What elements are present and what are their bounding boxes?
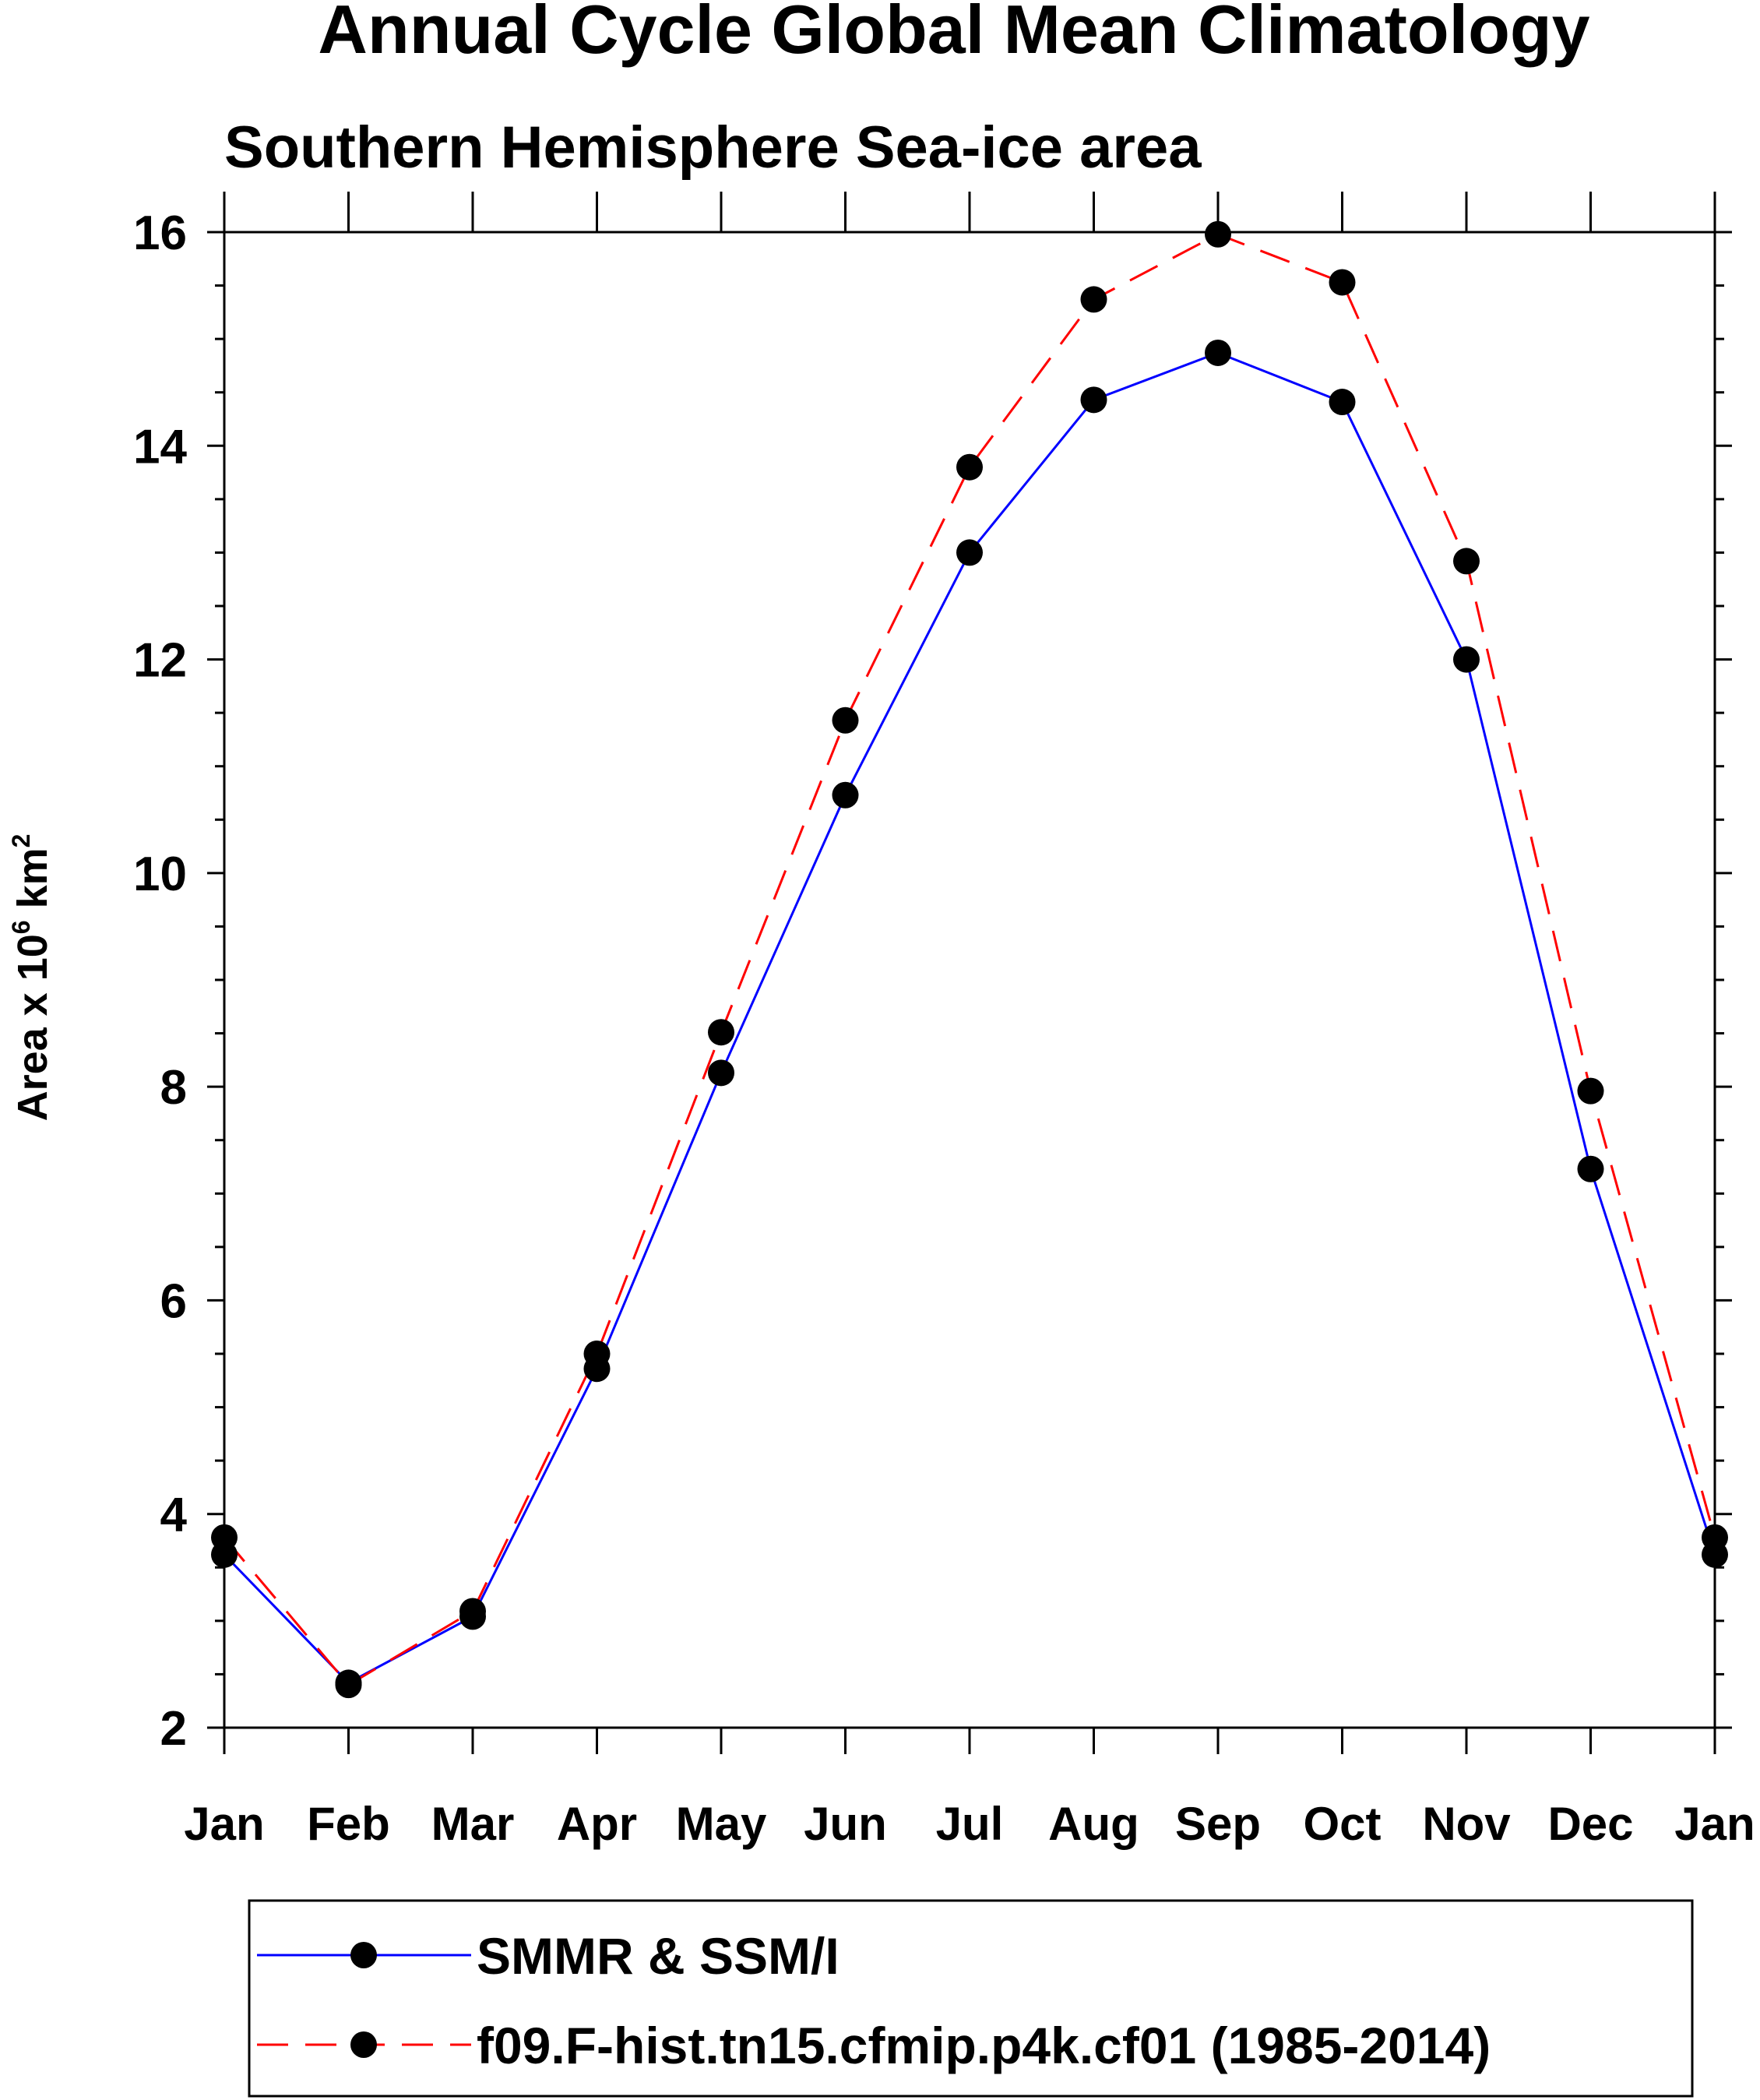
data-point-series-1 <box>1577 1077 1604 1105</box>
data-point-series-0 <box>1329 389 1356 416</box>
svg-text:Area x 106 km2: Area x 106 km2 <box>7 834 56 1122</box>
chart-title: Annual Cycle Global Mean Climatology <box>318 0 1589 68</box>
x-tick-label: Dec <box>1547 1798 1633 1850</box>
series-markers <box>211 220 1728 1699</box>
data-point-series-1 <box>1080 286 1107 313</box>
series-lines <box>223 233 1716 1686</box>
data-point-series-1 <box>708 1019 734 1046</box>
x-tick-labels: Jan Feb Mar Apr May Jun Jul Aug Sep Oct Nov Dec Jan <box>184 1798 1755 1850</box>
data-point-series-1 <box>1453 548 1480 575</box>
x-tick-label: Jun <box>804 1798 887 1850</box>
x-tick-label: May <box>676 1798 767 1850</box>
legend-label-series-1: f09.F-hist.tn15.cfmip.p4k.cf01 (1985-201… <box>477 2017 1491 2074</box>
data-point-series-1 <box>956 453 983 481</box>
y-tick-label: 10 <box>133 847 187 901</box>
x-tick-label: Jan <box>184 1798 264 1850</box>
axis-ticks <box>207 192 1732 1754</box>
y-axis-label-text: Area x 10 <box>9 934 56 1121</box>
x-tick-label: Feb <box>307 1798 390 1850</box>
y-tick-labels: 2 4 6 8 10 12 14 16 <box>133 206 187 1756</box>
chart-subtitle: Southern Hemisphere Sea-ice area <box>224 115 1202 181</box>
series-line-1 <box>223 233 1716 1686</box>
data-point-series-1 <box>459 1598 486 1625</box>
legend-label-series-0: SMMR & SSM/I <box>477 1927 840 1985</box>
y-tick-label: 8 <box>160 1061 187 1115</box>
x-tick-label: Nov <box>1422 1798 1511 1850</box>
legend: SMMR & SSM/I f09.F-hist.tn15.cfmip.p4k.c… <box>248 1899 1694 2098</box>
data-point-series-1 <box>832 706 859 734</box>
data-point-series-1 <box>1329 269 1356 296</box>
x-tick-label: Aug <box>1048 1798 1139 1850</box>
y-axis-label-unit-exponent: 2 <box>7 834 35 848</box>
data-point-series-0 <box>708 1059 734 1087</box>
data-point-series-0 <box>1577 1155 1604 1182</box>
y-tick-label: 12 <box>133 634 187 688</box>
x-tick-label: Sep <box>1175 1798 1261 1850</box>
y-axis-label: Area x 106 km2 <box>7 834 56 1122</box>
y-axis-label-unit: km <box>9 847 56 908</box>
y-tick-label: 16 <box>133 206 187 260</box>
data-point-series-0 <box>1453 646 1480 673</box>
y-tick-label: 6 <box>160 1274 187 1328</box>
data-point-series-1 <box>1205 220 1231 248</box>
y-tick-label: 2 <box>160 1702 187 1756</box>
legend-box <box>248 1899 1694 2098</box>
data-point-series-1 <box>335 1672 362 1699</box>
x-tick-label: Jan <box>1674 1798 1755 1850</box>
data-point-series-0 <box>1205 339 1231 366</box>
data-point-series-0 <box>956 539 983 566</box>
data-point-series-0 <box>832 781 859 809</box>
data-point-series-1 <box>583 1341 611 1367</box>
x-tick-label: Oct <box>1303 1798 1381 1850</box>
legend-marker-series-0 <box>350 1942 377 1968</box>
plot-frame <box>223 231 1716 1729</box>
x-tick-label: Mar <box>431 1798 515 1850</box>
y-tick-label: 4 <box>160 1489 188 1542</box>
legend-marker-series-1 <box>350 2031 377 2058</box>
data-point-series-0 <box>1080 386 1107 414</box>
y-axis-label-exponent: 6 <box>7 920 35 934</box>
y-tick-label: 14 <box>133 420 187 474</box>
x-tick-label: Jul <box>936 1798 1004 1850</box>
x-tick-label: Apr <box>557 1798 637 1850</box>
